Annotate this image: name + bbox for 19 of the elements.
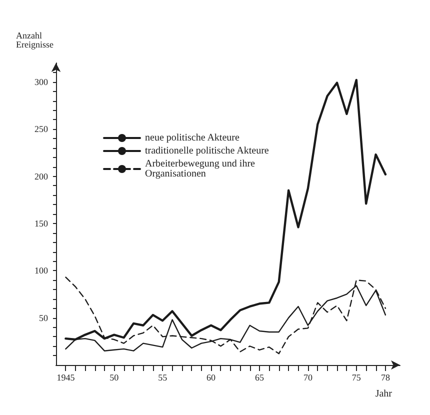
y-axis-title: Anzahl Ereignisse xyxy=(16,30,54,50)
legend-label: traditionelle politische Akteure xyxy=(145,146,270,156)
y-tick-label: 200 xyxy=(34,171,48,182)
legend-label: neue politische Akteure xyxy=(145,132,240,144)
y-tick-label: 300 xyxy=(34,76,48,87)
y-tick-label: 50 xyxy=(39,312,48,323)
y-tick-label: 150 xyxy=(34,218,48,228)
x-tick-label: 65 xyxy=(254,372,264,382)
y-tick-label: 250 xyxy=(34,124,48,134)
x-tick-label: 1945 xyxy=(56,372,76,382)
x-tick-label: 50 xyxy=(110,372,120,382)
x-tick-label: 75 xyxy=(352,372,362,382)
x-tick-label: 60 xyxy=(206,372,216,382)
y-tick-label: 100 xyxy=(34,266,48,276)
x-axis-title: Jahr xyxy=(375,388,393,400)
x-tick-label: 78 xyxy=(380,372,390,382)
x-tick-label: 55 xyxy=(158,372,168,382)
x-tick-label: 70 xyxy=(303,372,313,382)
legend-label: Arbeiterbewegung und ihre Organisationen xyxy=(145,158,256,180)
